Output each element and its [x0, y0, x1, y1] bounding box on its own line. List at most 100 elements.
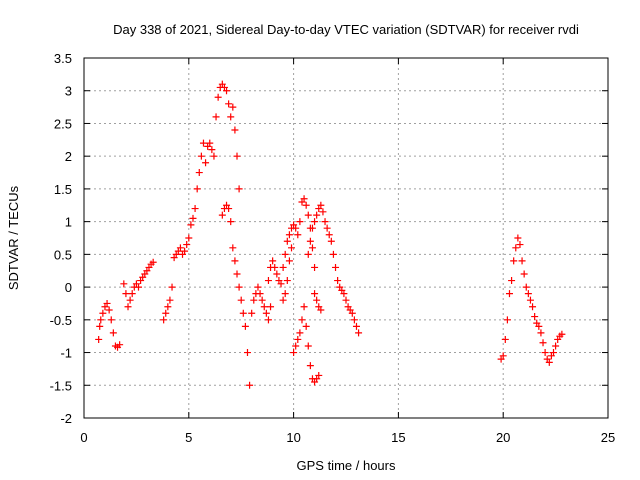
series-segment-1: [95, 299, 124, 351]
data-point: [501, 335, 509, 343]
data-point: [176, 244, 184, 252]
data-point: [537, 329, 545, 337]
data-point: [181, 247, 189, 255]
data-point: [285, 257, 293, 265]
series-segment-6: [279, 244, 323, 386]
data-point: [296, 329, 304, 337]
data-point: [229, 244, 237, 252]
data-point: [235, 185, 243, 193]
series-segment-7: [304, 201, 363, 337]
chart-title: Day 338 of 2021, Sidereal Day-to-day VTE…: [113, 22, 579, 37]
data-point: [187, 221, 195, 229]
data-point: [522, 283, 530, 291]
data-point: [256, 290, 264, 298]
data-point: [124, 303, 132, 311]
series-segment-2: [120, 258, 157, 311]
y-tick-label: 1: [65, 215, 72, 230]
data-point: [298, 316, 306, 324]
data-point: [516, 241, 524, 249]
y-tick-label: -1: [60, 346, 72, 361]
data-point: [294, 335, 302, 343]
data-point: [302, 201, 310, 209]
data-point: [109, 329, 117, 337]
data-point: [524, 290, 532, 298]
data-point: [206, 139, 214, 147]
data-point: [149, 258, 157, 266]
data-point: [254, 283, 262, 291]
data-point: [313, 296, 321, 304]
data-point: [283, 237, 291, 245]
data-point: [340, 290, 348, 298]
data-point: [552, 342, 560, 350]
data-point: [185, 234, 193, 242]
data-point: [288, 244, 296, 252]
data-point: [273, 270, 281, 278]
series-segment-9: [497, 234, 566, 366]
data-point: [227, 113, 235, 121]
data-point: [302, 322, 310, 330]
data-point: [325, 231, 333, 239]
data-point: [164, 303, 172, 311]
data-point: [264, 316, 272, 324]
series-segment-8: [311, 290, 325, 314]
series-segment-3: [160, 80, 243, 324]
x-tick-label: 0: [80, 430, 87, 445]
data-point: [246, 381, 254, 389]
data-point: [499, 352, 507, 360]
y-axis-label: SDTVAR / TECUs: [6, 185, 21, 290]
data-point: [550, 349, 558, 357]
data-point: [315, 371, 323, 379]
data-point: [258, 296, 266, 304]
data-point: [120, 280, 128, 288]
data-point: [308, 224, 316, 232]
data-point: [317, 201, 325, 209]
data-point: [300, 303, 308, 311]
data-point: [122, 290, 130, 298]
data-point: [323, 224, 331, 232]
data-point: [321, 218, 329, 226]
data-point: [126, 296, 134, 304]
axis-ticks: -2 -1.5 -1 -0.5 0 0.5 1 1.5 2 2.5 3 3.5 0 5 10 15 20 25: [50, 51, 616, 445]
data-point: [202, 159, 210, 167]
data-point: [313, 211, 321, 219]
data-point: [183, 241, 191, 249]
data-point: [233, 152, 241, 160]
data-point: [99, 309, 107, 317]
data-point: [235, 283, 243, 291]
data-point: [355, 329, 363, 337]
data-point: [520, 270, 528, 278]
data-points: [95, 80, 566, 389]
data-point: [304, 250, 312, 258]
x-tick-label: 25: [601, 430, 615, 445]
data-point: [208, 146, 216, 154]
data-point: [306, 237, 314, 245]
data-point: [279, 263, 287, 271]
data-point: [558, 330, 566, 338]
data-point: [243, 349, 251, 357]
data-point: [279, 296, 287, 304]
y-tick-label: 3: [65, 84, 72, 99]
data-point: [514, 234, 522, 242]
plot-frame: [83, 57, 609, 419]
data-point: [239, 309, 247, 317]
data-point: [97, 316, 105, 324]
data-point: [237, 296, 245, 304]
data-point: [352, 322, 360, 330]
data-point: [116, 341, 124, 349]
data-point: [128, 290, 136, 298]
data-point: [319, 208, 327, 216]
data-point: [223, 87, 231, 95]
data-point: [225, 205, 233, 213]
data-point: [210, 152, 218, 160]
data-point: [285, 231, 293, 239]
data-point: [212, 113, 220, 121]
data-point: [260, 303, 268, 311]
data-point: [197, 152, 205, 160]
data-point: [195, 169, 203, 177]
data-point: [231, 126, 239, 134]
data-point: [545, 358, 553, 366]
data-point: [160, 316, 168, 324]
x-tick-label: 10: [286, 430, 300, 445]
data-point: [95, 335, 103, 343]
data-point: [281, 290, 289, 298]
